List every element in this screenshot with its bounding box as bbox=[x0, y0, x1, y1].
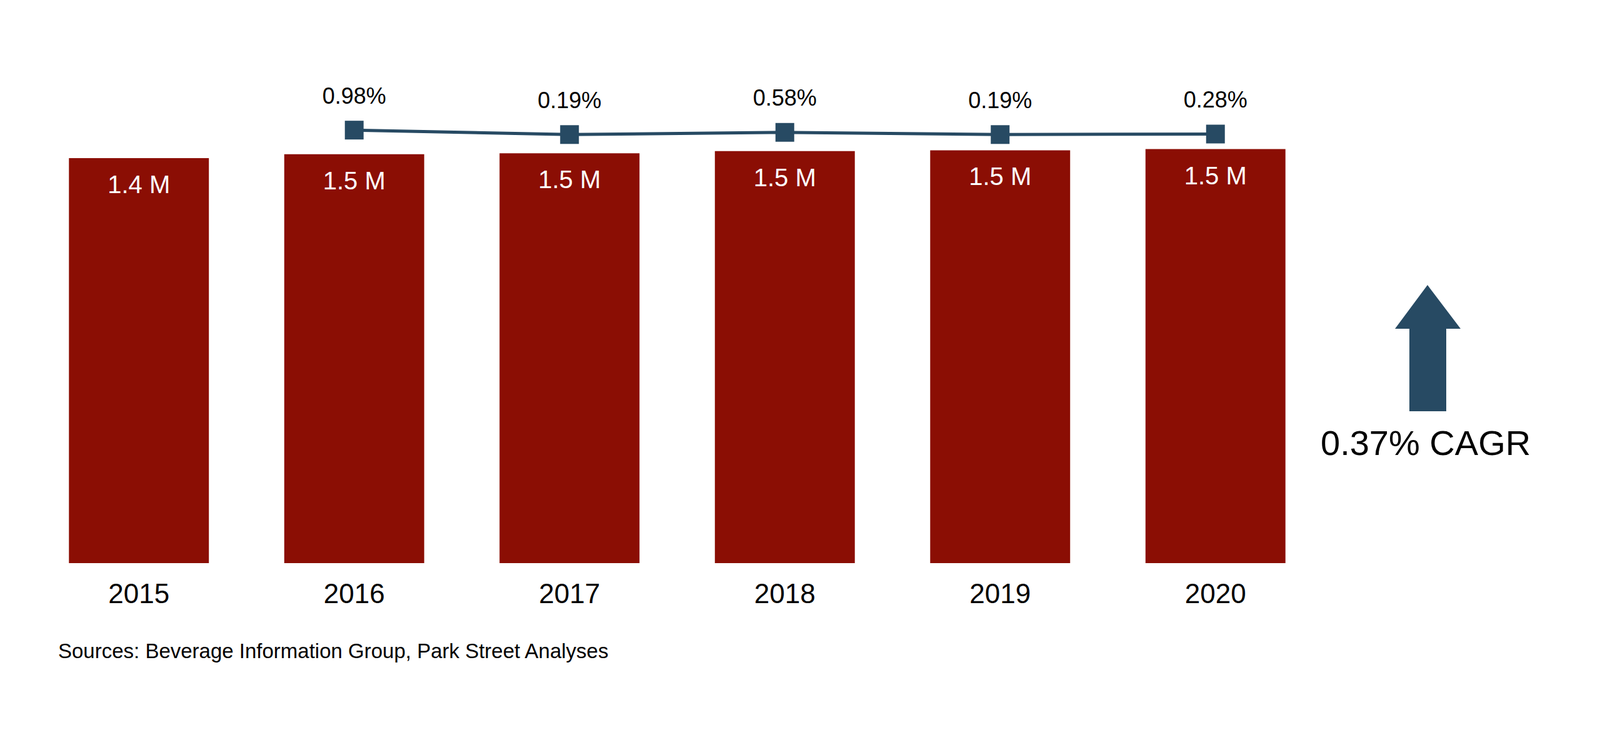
svg-text:1.5 M: 1.5 M bbox=[538, 165, 601, 194]
svg-text:0.19%: 0.19% bbox=[537, 87, 602, 114]
svg-text:1.4 M: 1.4 M bbox=[107, 170, 170, 199]
svg-text:2018: 2018 bbox=[754, 578, 816, 609]
svg-text:0.28%: 0.28% bbox=[1183, 86, 1248, 113]
svg-text:Sources: Beverage Information: Sources: Beverage Information Group, Par… bbox=[58, 639, 609, 663]
svg-text:1.5 M: 1.5 M bbox=[1184, 161, 1247, 190]
svg-text:2017: 2017 bbox=[538, 578, 600, 609]
svg-text:2016: 2016 bbox=[323, 578, 385, 609]
svg-text:0.98%: 0.98% bbox=[322, 83, 387, 109]
svg-text:2020: 2020 bbox=[1185, 578, 1247, 609]
svg-text:1.5 M: 1.5 M bbox=[753, 163, 817, 192]
svg-text:1.5 M: 1.5 M bbox=[323, 166, 386, 195]
svg-text:2015: 2015 bbox=[108, 578, 170, 609]
svg-text:0.58%: 0.58% bbox=[753, 85, 817, 111]
svg-text:1.5 M: 1.5 M bbox=[968, 162, 1032, 190]
svg-text:0.19%: 0.19% bbox=[968, 87, 1032, 114]
svg-text:0.37% CAGR: 0.37% CAGR bbox=[1320, 423, 1531, 463]
svg-text:2019: 2019 bbox=[969, 578, 1031, 609]
